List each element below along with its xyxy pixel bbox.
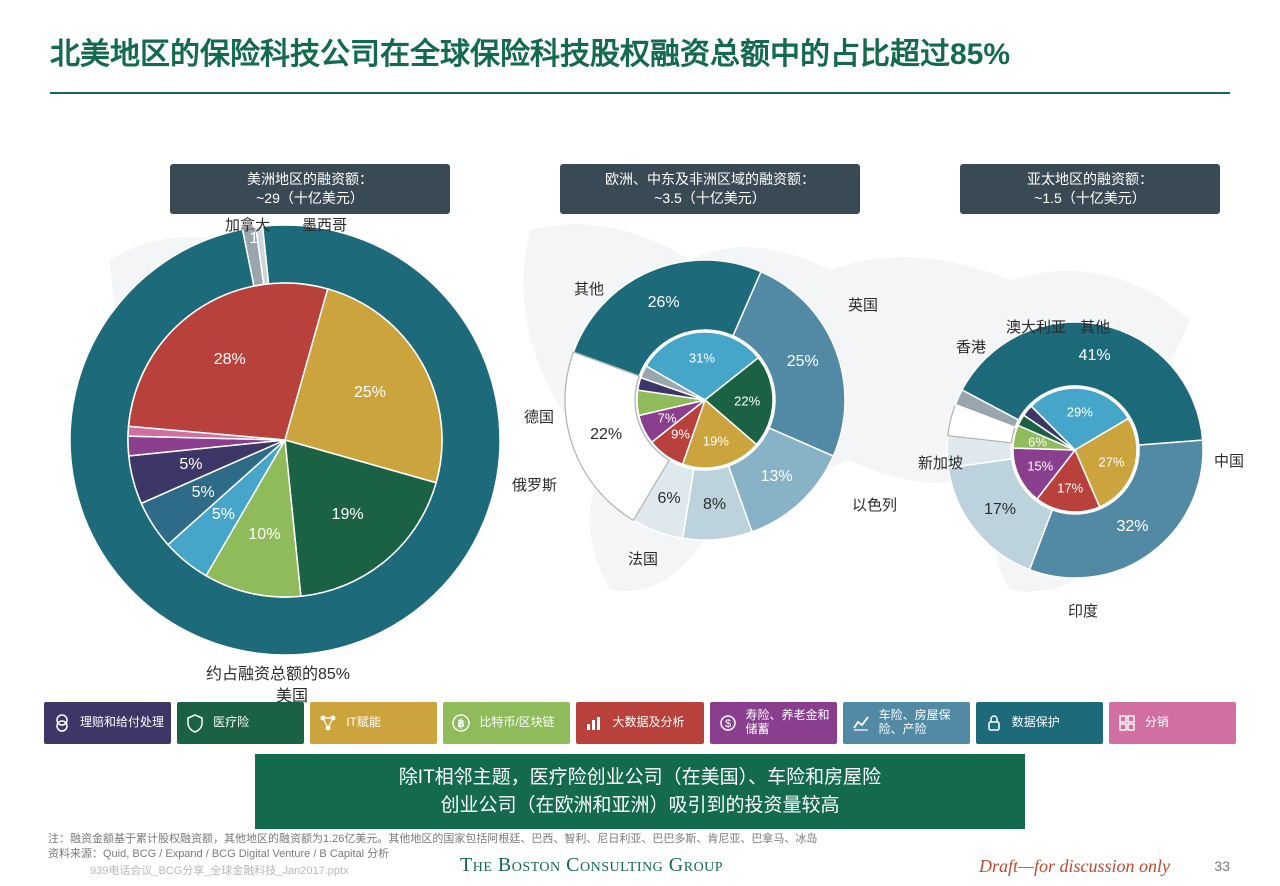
slice-pct-label: 32%	[1116, 518, 1148, 536]
slice-pct-label: 9%	[671, 427, 690, 442]
legend-item: ฿ 比特币/区块链	[443, 702, 570, 744]
legend-item: 数据保护	[976, 702, 1103, 744]
nodes-icon	[316, 711, 340, 735]
svg-text:$: $	[724, 718, 730, 730]
slice-pct-label: 13%	[761, 468, 793, 486]
slice-pct-label: 19%	[703, 433, 729, 448]
slice-pct-label: 17%	[1057, 481, 1083, 496]
slice-pct-label: 29%	[1067, 404, 1093, 419]
bitcoin-icon: ฿	[449, 711, 473, 735]
legend-label: 医疗险	[213, 716, 249, 730]
shield-icon	[183, 711, 207, 735]
country-label: 其他	[574, 278, 604, 299]
country-label: 加拿大	[225, 214, 270, 235]
slice-pct-label: 8%	[703, 496, 726, 514]
slice-pct-label: 25%	[354, 384, 386, 402]
insight-banner: 除IT相邻主题，医疗险创业公司（在美国）、车险和房屋险 创业公司（在欧洲和亚洲）…	[255, 754, 1025, 829]
legend-label: 比特币/区块链	[479, 716, 554, 730]
coins-icon	[50, 711, 74, 735]
country-label: 英国	[848, 294, 878, 315]
slice-pct-label: 5%	[192, 484, 215, 502]
legend-item: $ 寿险、养老金和储蓄	[710, 702, 837, 744]
slice-pct-label: 26%	[648, 294, 680, 312]
chart-icon	[849, 711, 873, 735]
country-label: 以色列	[852, 494, 897, 515]
slice-pct-label: 5%	[179, 456, 202, 474]
country-label: 法国	[628, 548, 658, 569]
country-label: 德国	[524, 406, 554, 427]
country-label: 其他	[1080, 316, 1110, 337]
slice-pct-label: 17%	[984, 501, 1016, 519]
country-label: 墨西哥	[302, 214, 347, 235]
slice-pct-label: 28%	[214, 351, 246, 369]
legend-label: 分销	[1145, 716, 1169, 730]
draft-watermark: Draft—for discussion only	[979, 856, 1170, 877]
legend-label: IT赋能	[346, 716, 381, 730]
grid-icon	[1115, 711, 1139, 735]
slice-pct-label: 19%	[332, 506, 364, 524]
legend-label: 车险、房屋保险、产险	[879, 709, 964, 737]
page-number: 33	[1214, 858, 1230, 874]
footnote-line: 注：融资金额基于累计股权融资额，其他地区的融资额为1.26亿美元。其他地区的国家…	[48, 832, 1048, 847]
svg-text:฿: ฿	[458, 718, 465, 730]
legend-item: 分销	[1109, 702, 1236, 744]
slice-pct-label: 41%	[1079, 347, 1111, 365]
slice-pct-label: 22%	[590, 426, 622, 444]
legend-row: 理赔和给付处理 医疗险 IT赋能 ฿ 比特币/区块链 大数据及分析 $ 寿险、养老金和储蓄 车险…	[44, 702, 1236, 744]
banner-line: 除IT相邻主题，医疗险创业公司（在美国）、车险和房屋险	[271, 764, 1009, 792]
slice-pct-label: 10%	[248, 526, 280, 544]
slice-pct-label: 5%	[212, 506, 235, 524]
bars-icon	[582, 711, 606, 735]
slice-pct-label: 15%	[1027, 459, 1053, 474]
slice-pct-label: 27%	[1099, 454, 1125, 469]
slice-pct-label: 31%	[689, 350, 715, 365]
legend-label: 数据保护	[1012, 716, 1060, 730]
slice-pct-label: 25%	[787, 353, 819, 371]
source-file-path: 939电话会议_BCG分享_全球金融科技_Jan2017.pptx	[90, 862, 349, 878]
legend-label: 寿险、养老金和储蓄	[746, 709, 831, 737]
legend-item: 医疗险	[177, 702, 304, 744]
legend-label: 理赔和给付处理	[80, 716, 164, 730]
country-label: 印度	[1068, 600, 1098, 621]
chart-caption: 约占融资总额的85%	[206, 660, 350, 684]
bcg-logo: The Boston Consulting Group	[460, 854, 723, 877]
piggy-icon: $	[716, 711, 740, 735]
lock-icon	[982, 711, 1006, 735]
legend-item: 理赔和给付处理	[44, 702, 171, 744]
legend-label: 大数据及分析	[612, 716, 684, 730]
slice-pct-label: 7%	[658, 411, 677, 426]
banner-line: 创业公司（在欧洲和亚洲）吸引到的投资量较高	[271, 792, 1009, 820]
country-label: 澳大利亚	[1006, 316, 1066, 337]
slice-pct-label: 22%	[734, 393, 760, 408]
country-label: 中国	[1214, 450, 1244, 471]
slice-pct-label: 6%	[658, 490, 681, 508]
country-label: 新加坡	[918, 452, 963, 473]
slice-pct-label: 6%	[1028, 434, 1047, 449]
country-label: 香港	[956, 336, 986, 357]
legend-item: 车险、房屋保险、产险	[843, 702, 970, 744]
legend-item: 大数据及分析	[576, 702, 703, 744]
country-label: 俄罗斯	[512, 474, 557, 495]
legend-item: IT赋能	[310, 702, 437, 744]
